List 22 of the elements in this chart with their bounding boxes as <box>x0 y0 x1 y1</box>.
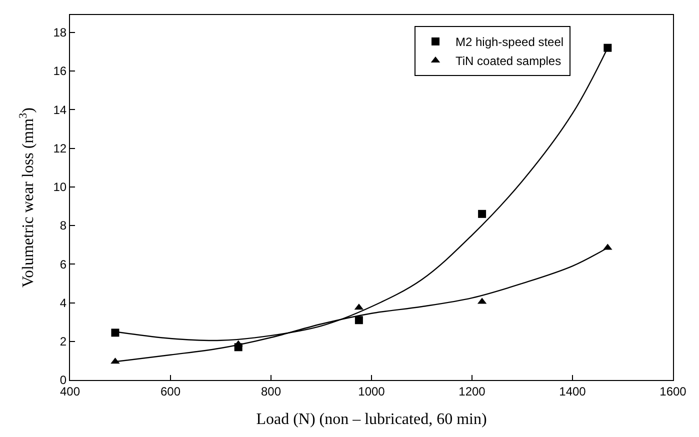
y-tick-label: 18 <box>53 26 67 40</box>
x-axis-title: Load (N) (non – lubricated, 60 min) <box>256 411 487 428</box>
point <box>604 44 612 52</box>
y-tick-label: 12 <box>53 141 67 156</box>
legend-label: M2 high-speed steel <box>455 35 564 50</box>
point <box>478 210 486 218</box>
point <box>111 328 120 337</box>
y-tick-label: 16 <box>53 64 67 78</box>
y-tick-label: 6 <box>60 257 67 272</box>
x-tick-label: 1000 <box>358 384 386 398</box>
x-tick-label: 1600 <box>660 384 687 398</box>
x-tick-label: 1400 <box>559 384 586 398</box>
y-tick-label: 2 <box>60 334 67 349</box>
legend-label: TiN coated samples <box>455 54 562 68</box>
x-tick-label: 800 <box>260 384 282 398</box>
y-tick-label: 10 <box>53 180 67 194</box>
x-tick-label: 600 <box>160 384 181 398</box>
y-tick-label: 14 <box>53 102 67 117</box>
y-tick-label: 4 <box>60 296 67 310</box>
y-tick-label: 8 <box>60 218 67 233</box>
x-tick-label: 1200 <box>458 384 486 398</box>
point <box>354 316 363 324</box>
